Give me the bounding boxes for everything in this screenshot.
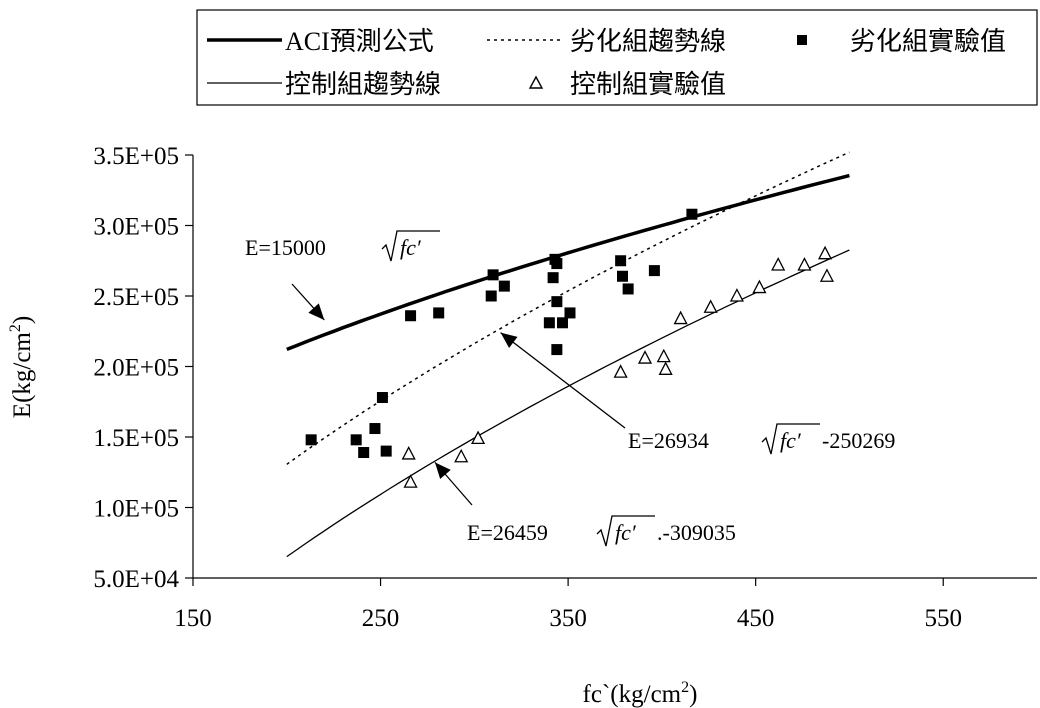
arrow-head bbox=[308, 303, 325, 320]
triangle-marker bbox=[454, 448, 469, 463]
triangle-marker bbox=[637, 350, 653, 364]
square-marker bbox=[369, 423, 381, 435]
triangle-marker bbox=[403, 474, 418, 488]
square-marker bbox=[547, 272, 559, 284]
trend-lines bbox=[286, 151, 850, 558]
y-tick-label: 3.0E+05 bbox=[93, 214, 179, 241]
y-tick-label: 2.0E+05 bbox=[93, 355, 179, 382]
legend-label-ctrl-trend: 控制組趨勢線 bbox=[285, 70, 441, 99]
legend-label-deg-trend: 劣化組趨勢線 bbox=[570, 27, 726, 56]
square-marker bbox=[405, 310, 417, 322]
triangle-marker bbox=[797, 257, 812, 271]
x-tick-label: 450 bbox=[737, 605, 775, 632]
square-marker bbox=[543, 317, 555, 329]
sqrt-radicand: fc′ bbox=[615, 520, 637, 545]
x-ticks: 150 250 350 450 550 bbox=[174, 578, 962, 632]
legend-frame bbox=[196, 9, 1038, 106]
triangle-marker bbox=[658, 361, 673, 375]
equation-label: E=26459 bbox=[467, 520, 548, 545]
x-tick-label: 550 bbox=[924, 605, 962, 632]
equation-tail: .-309035 bbox=[657, 520, 736, 545]
square-marker bbox=[305, 434, 317, 446]
square-marker bbox=[498, 280, 510, 292]
sqrt-sign bbox=[381, 230, 440, 262]
y-axis-title: E(kg/cm2) bbox=[7, 316, 36, 418]
square-marker bbox=[617, 270, 629, 282]
sqrt-sign bbox=[761, 423, 820, 455]
x-tick-label: 150 bbox=[174, 605, 212, 632]
triangle-marker bbox=[471, 430, 486, 445]
triangle-marker bbox=[771, 257, 786, 271]
x-tick-label: 350 bbox=[549, 605, 587, 632]
triangle-marker bbox=[817, 245, 833, 260]
triangle-marker bbox=[752, 279, 767, 294]
legend: ACI預測公式 劣化組趨勢線 劣化組實驗值 控制組趨勢線 控制組實驗值 bbox=[196, 9, 1038, 106]
equation-label: E=26934 bbox=[628, 428, 709, 453]
triangle-marker bbox=[703, 299, 718, 313]
sqrt-radicand: fc′ bbox=[780, 428, 802, 453]
square-marker bbox=[487, 269, 499, 281]
square-marker bbox=[648, 265, 660, 277]
triangle-marker bbox=[401, 446, 416, 460]
square-marker bbox=[686, 208, 698, 220]
trend-line bbox=[286, 173, 850, 352]
square-marker bbox=[380, 445, 392, 457]
legend-label-ctrl-data: 控制組實驗值 bbox=[570, 70, 726, 99]
plot-area: 5.0E+04 1.0E+05 1.5E+05 2.0E+05 2.5E+05 3.0E+… bbox=[93, 143, 1037, 632]
triangle-marker bbox=[819, 268, 835, 282]
legend-label-deg-data: 劣化組實驗值 bbox=[850, 27, 1006, 56]
equation-label: E=15000 bbox=[245, 235, 326, 260]
y-tick-label: 1.0E+05 bbox=[93, 496, 179, 523]
sqrt-sign bbox=[596, 515, 655, 547]
x-tick-label: 250 bbox=[362, 605, 400, 632]
y-tick-label: 3.5E+05 bbox=[93, 143, 179, 170]
square-marker bbox=[615, 255, 627, 267]
trend-line bbox=[286, 249, 850, 558]
square-marker bbox=[556, 317, 568, 329]
square-marker bbox=[350, 434, 362, 446]
sqrt-radicand: fc′ bbox=[400, 235, 422, 260]
triangle-marker bbox=[729, 288, 744, 302]
y-tick-label: 1.5E+05 bbox=[93, 425, 179, 452]
square-marker bbox=[564, 307, 576, 319]
square-marker bbox=[485, 290, 497, 302]
y-tick-label: 2.5E+05 bbox=[93, 284, 179, 311]
y-tick-label: 5.0E+04 bbox=[93, 566, 179, 593]
triangle-marker bbox=[673, 310, 688, 325]
triangle-marker bbox=[613, 364, 628, 378]
arrow-head bbox=[434, 462, 451, 480]
square-marker bbox=[551, 258, 563, 270]
square-marker bbox=[376, 392, 388, 404]
legend-marker-ctrl-data bbox=[528, 75, 544, 89]
legend-label-aci: ACI預測公式 bbox=[285, 27, 434, 56]
data-markers bbox=[305, 208, 835, 488]
equation-tail: -250269 bbox=[822, 428, 895, 453]
triangle-marker bbox=[656, 348, 671, 363]
y-ticks: 5.0E+04 1.0E+05 1.5E+05 2.0E+05 2.5E+05 3.0E+… bbox=[93, 143, 193, 593]
square-marker bbox=[622, 283, 634, 295]
annotations: E=15000 fc′ E=26934 fc′ -250269 E=26459 fc′ .… bbox=[245, 230, 895, 547]
x-axis-title: fc`(kg/cm2) bbox=[583, 679, 698, 708]
square-marker bbox=[551, 296, 563, 308]
square-marker bbox=[433, 307, 445, 319]
square-marker bbox=[551, 344, 563, 356]
arrow-line bbox=[500, 332, 626, 429]
legend-marker-deg-data bbox=[797, 35, 807, 45]
arrow-head bbox=[500, 332, 518, 348]
square-marker bbox=[358, 447, 370, 459]
